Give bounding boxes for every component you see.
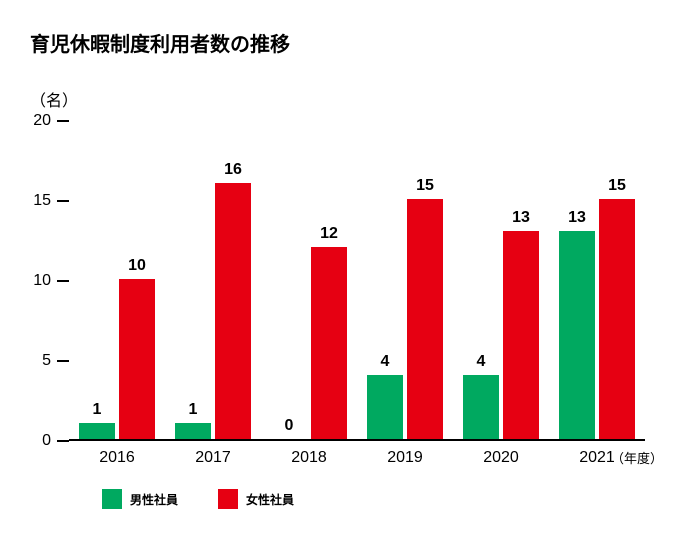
bar-value-label: 0 <box>271 417 307 435</box>
bar-value-label: 1 <box>175 401 211 419</box>
bars-area: 1101160124154131315 <box>69 121 645 439</box>
bar-group: 415 <box>367 121 443 439</box>
y-tick: 0 <box>42 432 69 450</box>
y-tick-mark <box>57 360 69 362</box>
bar-value-label: 10 <box>119 257 155 275</box>
bar-group: 413 <box>463 121 539 439</box>
legend-swatch <box>218 489 238 509</box>
y-tick-mark <box>57 120 69 122</box>
bar: 15 <box>407 199 443 439</box>
legend: 男性社員 女性社員 <box>102 489 665 509</box>
bar: 13 <box>503 231 539 439</box>
x-tick-label: 2019 <box>367 449 443 467</box>
y-tick-label: 20 <box>33 112 51 130</box>
bar-value-label: 15 <box>407 177 443 195</box>
bar: 15 <box>599 199 635 439</box>
legend-item: 女性社員 <box>218 489 294 509</box>
bar-value-label: 16 <box>215 161 251 179</box>
y-tick-label: 15 <box>33 192 51 210</box>
y-tick-label: 0 <box>42 432 51 450</box>
bar-value-label: 15 <box>599 177 635 195</box>
bar: 4 <box>367 375 403 439</box>
y-tick-label: 10 <box>33 272 51 290</box>
legend-swatch <box>102 489 122 509</box>
x-tick-label: 2020 <box>463 449 539 467</box>
y-axis-unit: （名） <box>30 87 665 111</box>
y-tick-label: 5 <box>42 352 51 370</box>
bar-value-label: 13 <box>503 209 539 227</box>
chart-container: 育児休暇制度利用者数の推移 （名） 05101520 1101160124154… <box>0 0 689 548</box>
bar-value-label: 12 <box>311 225 347 243</box>
plot-wrapper: 05101520 1101160124154131315 （年度） <box>69 121 645 441</box>
bar: 1 <box>79 423 115 439</box>
x-tick-label: 2017 <box>175 449 251 467</box>
bar-value-label: 4 <box>463 353 499 371</box>
bar-value-label: 1 <box>79 401 115 419</box>
y-tick: 20 <box>33 112 69 130</box>
bar-value-label: 13 <box>559 209 595 227</box>
y-axis: 05101520 <box>24 121 69 441</box>
bar-group: 012 <box>271 121 347 439</box>
x-axis-labels: 201620172018201920202021 <box>69 449 645 467</box>
y-tick-mark <box>57 280 69 282</box>
bar: 12 <box>311 247 347 439</box>
y-tick-mark <box>57 440 69 442</box>
bar: 13 <box>559 231 595 439</box>
bar-value-label: 4 <box>367 353 403 371</box>
bar: 1 <box>175 423 211 439</box>
x-tick-label: 2016 <box>79 449 155 467</box>
plot-area: 1101160124154131315 <box>69 121 645 441</box>
x-tick-label: 2018 <box>271 449 347 467</box>
bar: 16 <box>215 183 251 439</box>
y-tick: 10 <box>33 272 69 290</box>
y-tick-mark <box>57 200 69 202</box>
legend-label: 男性社員 <box>130 491 178 508</box>
bar-group: 1315 <box>559 121 635 439</box>
bar-group: 110 <box>79 121 155 439</box>
y-tick: 5 <box>42 352 69 370</box>
chart-title: 育児休暇制度利用者数の推移 <box>30 28 665 57</box>
legend-item: 男性社員 <box>102 489 178 509</box>
x-axis-unit: （年度） <box>611 448 663 467</box>
bar-group: 116 <box>175 121 251 439</box>
legend-label: 女性社員 <box>246 491 294 508</box>
bar: 10 <box>119 279 155 439</box>
y-tick: 15 <box>33 192 69 210</box>
bar: 4 <box>463 375 499 439</box>
